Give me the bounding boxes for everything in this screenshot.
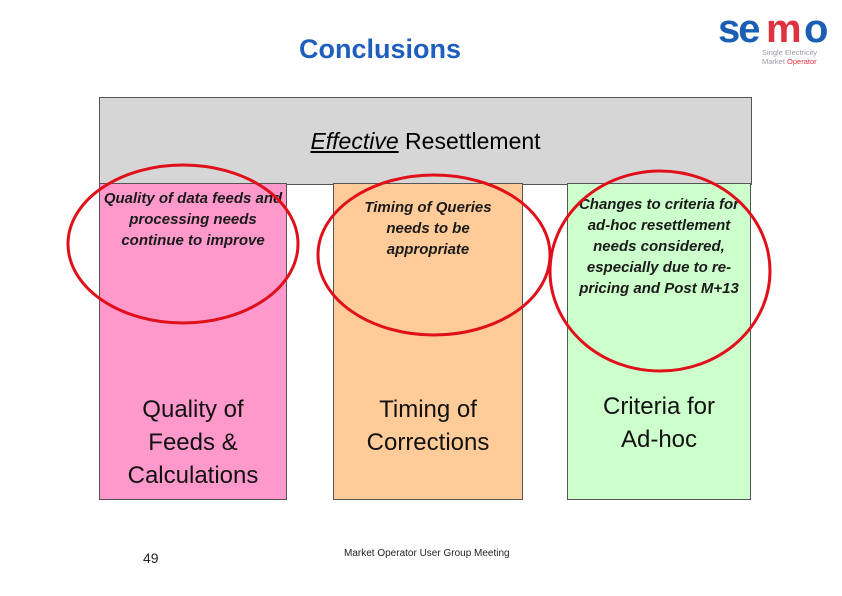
footer-meeting: Market Operator User Group Meeting bbox=[344, 548, 510, 559]
pillar-label: Timing of Corrections bbox=[366, 396, 490, 456]
semo-wordmark-icon: se m o bbox=[718, 8, 829, 48]
svg-text:m: m bbox=[766, 8, 800, 48]
pillar-note: Timing of Queries needs to be appropriat… bbox=[364, 199, 492, 258]
header-rest: Resettlement bbox=[398, 128, 541, 154]
logo-tagline-1: Single Electricity bbox=[762, 48, 818, 57]
header-emphasis: Effective bbox=[310, 128, 399, 154]
pillar-timing: Timing of Queries needs to be appropriat… bbox=[333, 183, 523, 500]
pillar-note: Quality of data feeds and processing nee… bbox=[103, 190, 283, 249]
pillar-label: Criteria for Ad-hoc bbox=[602, 393, 716, 453]
pillar-label: Quality of Feeds & Calculations bbox=[127, 396, 259, 489]
page-number: 49 bbox=[143, 550, 159, 566]
pillar-note: Changes to criteria for ad-hoc resettlem… bbox=[578, 196, 740, 297]
svg-text:se: se bbox=[718, 8, 759, 48]
semo-logo: se m o Single Electricity Market Operato… bbox=[716, 8, 834, 66]
logo-tagline-2: Market Operator bbox=[762, 57, 817, 66]
pillar-criteria: Changes to criteria for ad-hoc resettlem… bbox=[567, 183, 751, 500]
slide-title: Conclusions bbox=[298, 34, 461, 64]
header-text: Effective Resettlement bbox=[100, 128, 751, 155]
pillar-quality: Quality of data feeds and processing nee… bbox=[99, 183, 287, 500]
header-box: Effective Resettlement bbox=[99, 97, 752, 185]
svg-text:o: o bbox=[804, 8, 827, 48]
